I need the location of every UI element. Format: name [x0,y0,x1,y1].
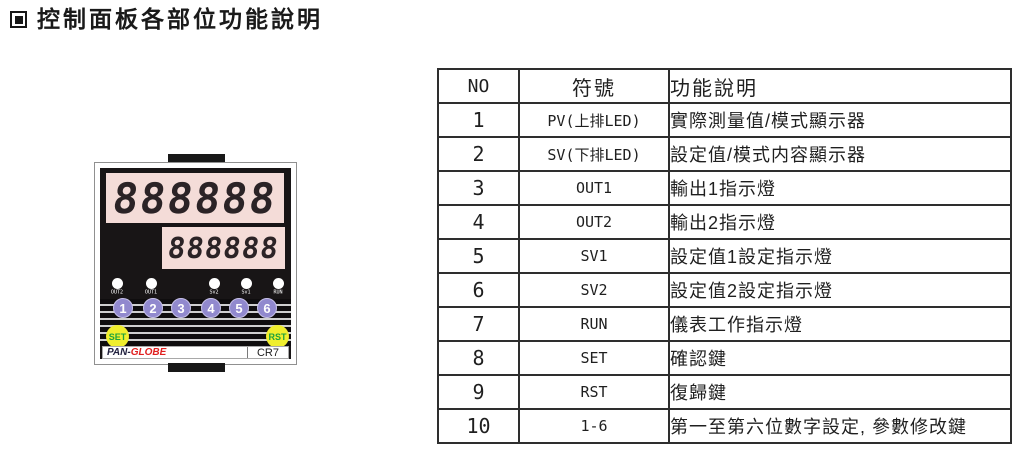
table-header-row: NO 符號 功能說明 [437,68,1012,104]
digit-key-6: 6 [257,298,277,318]
table-row: 10 1-6 第一至第六位數字設定, 參數修改鍵 [437,408,1012,444]
led-label: Sv1 [241,289,251,296]
col-header-no: NO [437,68,520,104]
cell-symbol: SV1 [518,238,670,274]
mounting-tab-top [168,154,225,163]
function-table: NO 符號 功能說明 1 PV(上排LED) 實際測量值/模式顯示器 2 SV(… [437,68,1012,444]
led-indicator-sv1: Sv1 [233,278,259,297]
led-label: RUN [273,289,283,296]
pv-display: 888888 [106,173,284,223]
cell-symbol: SV(下排LED) [518,136,670,172]
cell-no: 7 [437,306,520,342]
device-frame: 888888 888888 OUT2 OUT1 Sv2 [94,162,297,365]
cell-description: 實際測量值/模式顯示器 [668,102,1012,138]
led-label: OUT2 [110,289,124,296]
cell-symbol: SV2 [518,272,670,308]
set-key: SET [106,325,129,348]
led-label: OUT1 [144,289,158,296]
table-row: 6 SV2 設定值2設定指示燈 [437,272,1012,308]
table-row: 4 OUT2 輸出2指示燈 [437,204,1012,240]
section-bullet-icon [10,11,27,28]
cell-symbol: PV(上排LED) [518,102,670,138]
rst-key: RST [266,325,289,348]
led-dot [240,278,252,289]
brand-logo-globe: GLOBE [130,346,167,358]
cell-no: 8 [437,340,520,376]
section-title-row: 控制面板各部位功能說明 [10,8,323,31]
led-dot [111,278,123,289]
led-indicator-out2: OUT2 [104,278,130,297]
cell-symbol: RUN [518,306,670,342]
device-illustration-cr7: 888888 888888 OUT2 OUT1 Sv2 [94,154,299,372]
cell-no: 3 [437,170,520,206]
digit-key-1: 1 [113,298,133,318]
col-header-symbol: 符號 [518,68,670,104]
led-indicator-run: RUN [265,278,291,297]
col-header-description: 功能說明 [668,68,1012,104]
table-row: 7 RUN 儀表工作指示燈 [437,306,1012,342]
cell-symbol: OUT2 [518,204,670,240]
cell-description: 第一至第六位數字設定, 參數修改鍵 [668,408,1012,444]
table-row: 5 SV1 設定值1設定指示燈 [437,238,1012,274]
cell-no: 5 [437,238,520,274]
table-row: 8 SET 確認鍵 [437,340,1012,376]
digit-key-3: 3 [171,298,191,318]
sv-digits: 888888 [166,231,281,265]
cell-no: 4 [437,204,520,240]
brand-logo: PAN-GLOBE [103,346,247,358]
led-label: Sv2 [209,289,219,296]
page-title: 控制面板各部位功能說明 [37,6,323,32]
section-bullet-inner [14,15,23,24]
table-row: 2 SV(下排LED) 設定值/模式内容顯示器 [437,136,1012,172]
cell-description: 確認鍵 [668,340,1012,376]
cell-description: 輸出2指示燈 [668,204,1012,240]
led-indicator-sv2: Sv2 [201,278,227,297]
cell-description: 復歸鍵 [668,374,1012,410]
cell-symbol: SET [518,340,670,376]
pv-digits: 888888 [110,173,280,223]
mounting-tab-bottom [168,363,225,372]
table-row: 9 RST 復歸鍵 [437,374,1012,410]
cell-description: 設定值2設定指示燈 [668,272,1012,308]
digit-key-2: 2 [143,298,163,318]
cell-symbol: OUT1 [518,170,670,206]
cell-description: 設定值1設定指示燈 [668,238,1012,274]
digit-key-5: 5 [229,298,249,318]
nameplate: PAN-GLOBE CR7 [102,346,289,359]
cell-no: 9 [437,374,520,410]
led-dot [145,278,157,289]
model-label: CR7 [247,347,288,359]
cell-symbol: 1-6 [518,408,670,444]
cell-no: 6 [437,272,520,308]
device-front-panel: 888888 888888 OUT2 OUT1 Sv2 [100,168,291,359]
cell-no: 10 [437,408,520,444]
digit-key-4: 4 [201,298,221,318]
led-indicator-out1: OUT1 [138,278,164,297]
led-dot [272,278,284,289]
table-row: 3 OUT1 輸出1指示燈 [437,170,1012,206]
sv-display: 888888 [162,227,285,269]
cell-description: 設定值/模式内容顯示器 [668,136,1012,172]
cell-description: 儀表工作指示燈 [668,306,1012,342]
led-dot [208,278,220,289]
cell-no: 1 [437,102,520,138]
brand-logo-pan: PAN- [107,346,131,358]
cell-symbol: RST [518,374,670,410]
table-row: 1 PV(上排LED) 實際測量值/模式顯示器 [437,102,1012,138]
cell-no: 2 [437,136,520,172]
cell-description: 輸出1指示燈 [668,170,1012,206]
